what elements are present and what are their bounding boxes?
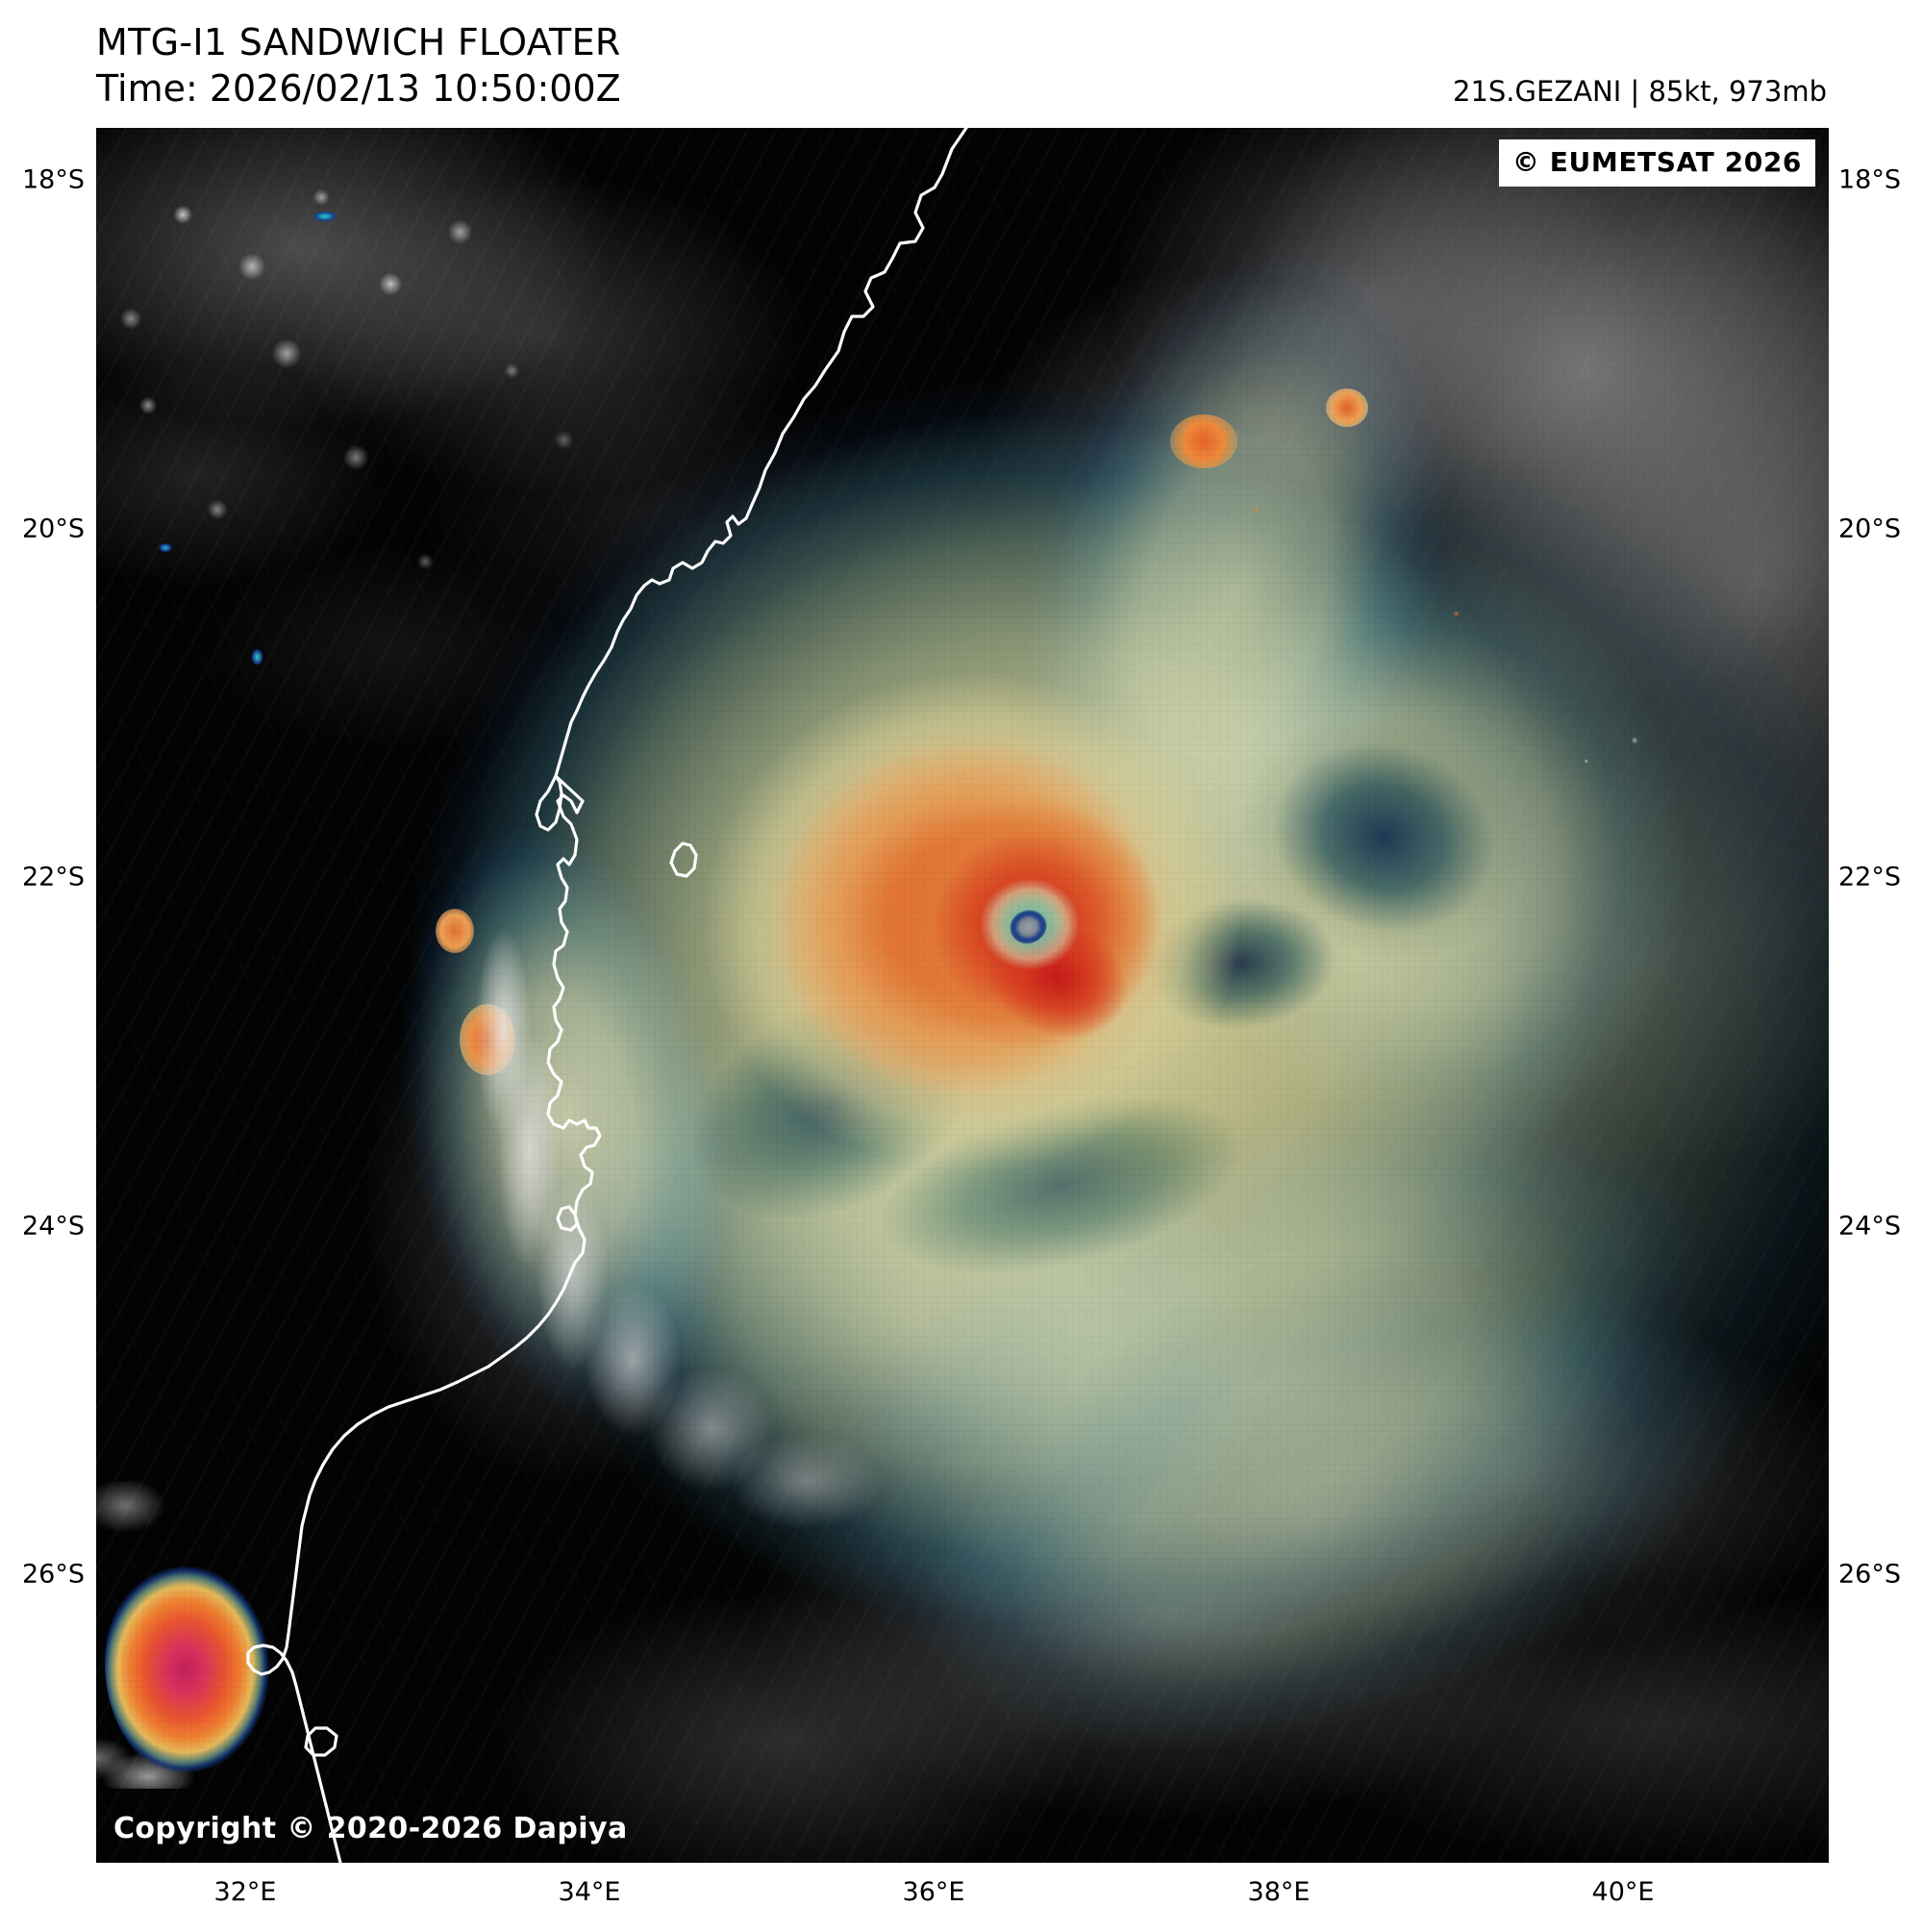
pixelation-texture — [96, 128, 1829, 1863]
storm-info-label: 21S.GEZANI | 85kt, 973mb — [1453, 75, 1827, 108]
eumetsat-credit-badge: © EUMETSAT 2026 — [1498, 139, 1815, 187]
lat-tick-left-2: 22°S — [22, 862, 85, 892]
satellite-image-frame: © EUMETSAT 2026 Copyright © 2020-2026 Da… — [96, 128, 1829, 1863]
lon-tick-4: 40°E — [1591, 1877, 1655, 1907]
lat-tick-right-4: 26°S — [1838, 1559, 1901, 1590]
lon-tick-0: 32°E — [213, 1877, 277, 1907]
coastline-overlay — [246, 128, 968, 1863]
lat-tick-left-4: 26°S — [22, 1559, 85, 1590]
lat-tick-right-3: 24°S — [1838, 1211, 1901, 1242]
dapiya-copyright-label: Copyright © 2020-2026 Dapiya — [113, 1812, 628, 1845]
lon-tick-1: 34°E — [558, 1877, 621, 1907]
edge-vignette — [96, 128, 1829, 1863]
lat-tick-right-1: 20°S — [1838, 514, 1901, 544]
lat-tick-right-0: 18°S — [1838, 164, 1901, 195]
lon-tick-3: 38°E — [1247, 1877, 1311, 1907]
lon-tick-2: 36°E — [902, 1877, 965, 1907]
lat-tick-right-2: 22°S — [1838, 862, 1901, 892]
scattered-cold-dots — [96, 128, 1829, 1863]
timestamp-label: Time: 2026/02/13 10:50:00Z — [96, 67, 621, 110]
lat-tick-left-0: 18°S — [22, 164, 85, 195]
lat-tick-left-3: 24°S — [22, 1211, 85, 1242]
lat-tick-left-1: 20°S — [22, 514, 85, 544]
page-title: MTG-I1 SANDWICH FLOATER — [96, 21, 621, 63]
